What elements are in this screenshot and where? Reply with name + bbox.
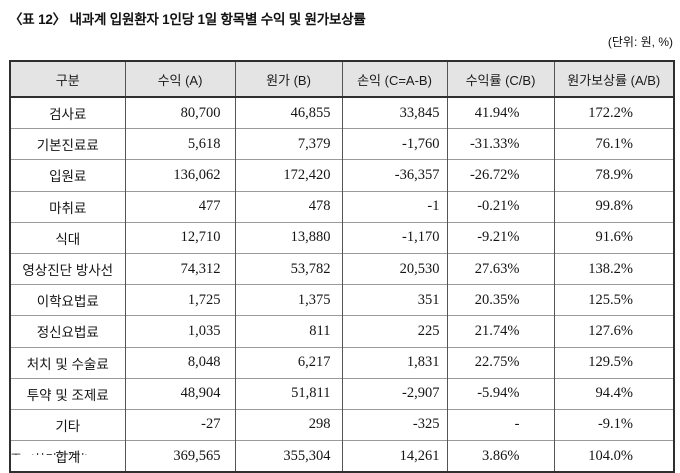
- cell-revenue: 136,062: [124, 159, 235, 192]
- cell-cost: 811: [234, 315, 342, 347]
- header-row: 구분 수익 (A) 원가 (B) 손익 (C=A-B) 수익률 (C/B) 원가보상률 (…: [10, 61, 674, 98]
- cell-label: 투약 및 조제료: [10, 377, 125, 410]
- cell-profit_rate: 21.74%: [446, 315, 554, 347]
- cell-compensation_rate: 138.2%: [553, 252, 674, 285]
- cell-label: 정신요법료: [10, 315, 125, 347]
- cell-compensation_rate: 129.5%: [553, 346, 674, 379]
- cell-profit_rate: 41.94%: [446, 97, 554, 129]
- table-row: 이학요법료 1,725 1,375 351 20.35% 125.5%: [10, 284, 674, 316]
- data-table: 구분 수익 (A) 원가 (B) 손익 (C=A-B) 수익률 (C/B) 원가보상률 (…: [9, 60, 675, 473]
- cell-profit: -1: [341, 190, 447, 223]
- cell-revenue: 5,618: [124, 128, 235, 160]
- table-row: 식대 12,710 13,880 -1,170 -9.21% 91.6%: [10, 221, 674, 254]
- cell-label: 기본진료료: [10, 128, 125, 160]
- cell-revenue: 8,048: [124, 346, 235, 379]
- cell-compensation_rate: -9.1%: [553, 408, 674, 441]
- cell-cost: 53,782: [234, 252, 342, 285]
- cell-cost: 7,379: [234, 128, 342, 160]
- cell-profit: -1,170: [341, 221, 447, 254]
- cell-cost: 6,217: [234, 346, 342, 379]
- table-row: 영상진단 방사선 74,312 53,782 20,530 27.63% 138.2%: [10, 252, 674, 285]
- cell-profit: -2,907: [341, 377, 447, 410]
- cell-profit_rate: -26.72%: [446, 159, 554, 192]
- cell-revenue: 48,904: [124, 377, 235, 410]
- cell-label: 마취료: [10, 190, 125, 223]
- cell-revenue: 74,312: [124, 252, 235, 285]
- cell-profit: 33,845: [341, 97, 447, 129]
- table-row: 마취료 477 478 -1 -0.21% 99.8%: [10, 190, 674, 223]
- column-header: 원가보상률 (A/B): [553, 61, 674, 98]
- cell-compensation_rate: 127.6%: [553, 315, 674, 347]
- cell-label: 검사료: [49, 107, 87, 123]
- cell-revenue: 1,035: [124, 315, 235, 347]
- table-title: 〈표 12〉 내과계 입원환자 1인당 1일 항목별 수익 및 원가보상률: [9, 12, 366, 27]
- clipped-footnote-text: 주: (하단 잘림): [10, 452, 89, 455]
- cell-compensation_rate: 104.0%: [553, 440, 674, 473]
- cell-label: 기타: [10, 408, 125, 441]
- table-row: 정신요법료 1,035 811 225 21.74% 127.6%: [10, 315, 674, 347]
- cell-compensation_rate: 91.6%: [553, 221, 674, 254]
- cell-profit_rate: -31.33%: [446, 128, 554, 160]
- cell-profit_rate: 20.35%: [446, 284, 554, 316]
- column-header: 손익 (C=A-B): [341, 61, 447, 98]
- table-row: 합계 369,565 355,304 14,261 3.86% 104.0%: [10, 440, 674, 473]
- cell-cost: 478: [234, 190, 342, 223]
- cell-profit_rate: 22.75%: [446, 346, 554, 379]
- cell-cost: 355,304: [234, 440, 342, 473]
- cell-profit_rate: 3.86%: [446, 440, 554, 473]
- cell-cost: 51,811: [234, 377, 342, 410]
- cell-cost: 1,375: [234, 284, 342, 316]
- column-header: 수익 (A): [124, 61, 235, 98]
- document-page: 〈표 12〉 내과계 입원환자 1인당 1일 항목별 수익 및 원가보상률 (단…: [9, 12, 675, 473]
- cell-compensation_rate: 172.2%: [553, 97, 674, 129]
- column-header: 원가 (B): [234, 61, 342, 98]
- cell-revenue: 1,725: [124, 284, 235, 316]
- cell-revenue: 369,565: [124, 440, 235, 473]
- column-header: 구분: [10, 61, 125, 98]
- cell-compensation_rate: 78.9%: [553, 159, 674, 192]
- cell-compensation_rate: 76.1%: [553, 128, 674, 160]
- cell-profit: -325: [341, 408, 447, 441]
- column-header: 수익률 (C/B): [446, 61, 554, 98]
- cell-profit: -1,760: [341, 128, 447, 160]
- cell-label: 입원료: [10, 159, 125, 192]
- table-row: 입원료 136,062 172,420 -36,357 -26.72% 78.9%: [10, 159, 674, 192]
- cell-profit_rate: -9.21%: [446, 221, 554, 254]
- cell-compensation_rate: 99.8%: [553, 190, 674, 223]
- cell-profit: 351: [341, 284, 447, 316]
- cell-revenue: 477: [124, 190, 235, 223]
- cell-compensation_rate: 125.5%: [553, 284, 674, 316]
- cell-profit: 14,261: [341, 440, 447, 473]
- cell-label: 합계: [10, 440, 125, 473]
- clipped-footnote: 주: (하단 잘림): [10, 449, 310, 455]
- cell-cost: 46,855: [234, 97, 342, 129]
- cell-cost: 13,880: [234, 221, 342, 254]
- cell-profit: -36,357: [341, 159, 447, 192]
- unit-note: (단위: 원, %): [607, 35, 673, 49]
- cell-cost: 172,420: [234, 159, 342, 192]
- cell-profit: 20,530: [341, 252, 447, 285]
- table-row: 기본진료료 5,618 7,379 -1,760 -31.33% 76.1%: [10, 128, 674, 160]
- cell-profit_rate: -: [446, 408, 554, 441]
- table-row: 처치 및 수술료 8,048 6,217 1,831 22.75% 129.5%: [10, 346, 674, 379]
- cell-profit_rate: -0.21%: [446, 190, 554, 223]
- table-row: 투약 및 조제료 48,904 51,811 -2,907 -5.94% 94.4%: [10, 377, 674, 410]
- cell-cost: 298: [234, 408, 342, 441]
- cell-label: 영상진단 방사선: [10, 252, 125, 285]
- table-row: 검사료 80,700 46,855 33,845 41.94% 172.2%: [10, 97, 674, 129]
- cell-compensation_rate: 94.4%: [553, 377, 674, 410]
- cell-profit: 1,831: [341, 346, 447, 379]
- cell-label: 식대: [10, 221, 125, 254]
- cell-revenue: 12,710: [124, 221, 235, 254]
- cell-revenue: -27: [124, 408, 235, 441]
- cell-label: 이학요법료: [10, 284, 125, 316]
- cell-profit_rate: -5.94%: [446, 377, 554, 410]
- table-row: 기타 -27 298 -325- -9.1%: [10, 408, 674, 441]
- cell-label: 처치 및 수술료: [10, 346, 125, 379]
- cell-profit_rate: 27.63%: [446, 252, 554, 285]
- cell-revenue: 80,700: [124, 97, 235, 129]
- cell-profit: 225: [341, 315, 447, 347]
